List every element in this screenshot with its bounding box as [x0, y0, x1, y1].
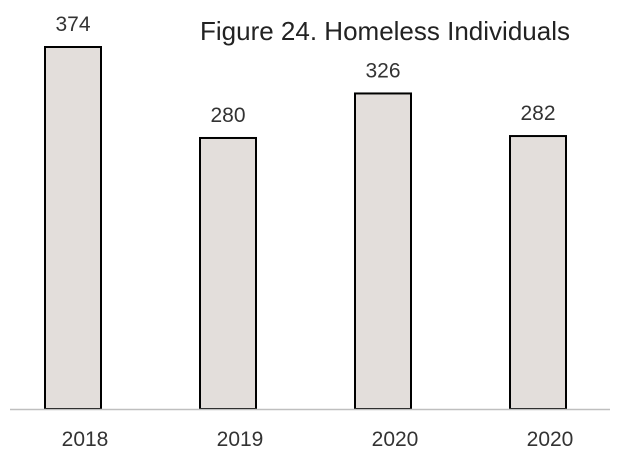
bar-0: [44, 46, 102, 410]
data-label-2: 326: [365, 59, 400, 82]
data-label-1: 280: [210, 104, 245, 127]
chart-title: Figure 24. Homeless Individuals: [200, 16, 570, 46]
data-label-3: 282: [520, 102, 555, 125]
bar-2: [354, 92, 412, 410]
x-tick-label-1: 2019: [217, 428, 264, 449]
x-tick-label-2: 2020: [372, 428, 419, 449]
x-tick-labels-layer: 2018 2019 2020 2020: [62, 428, 574, 449]
x-tick-label-0: 2018: [62, 428, 109, 449]
data-label-0: 374: [55, 13, 90, 36]
bar-1: [199, 136, 257, 411]
data-labels-layer: 374 280 326 282: [55, 13, 555, 127]
x-tick-label-3: 2020: [527, 428, 574, 449]
bar-3: [509, 135, 567, 410]
bars-layer: [44, 46, 567, 411]
